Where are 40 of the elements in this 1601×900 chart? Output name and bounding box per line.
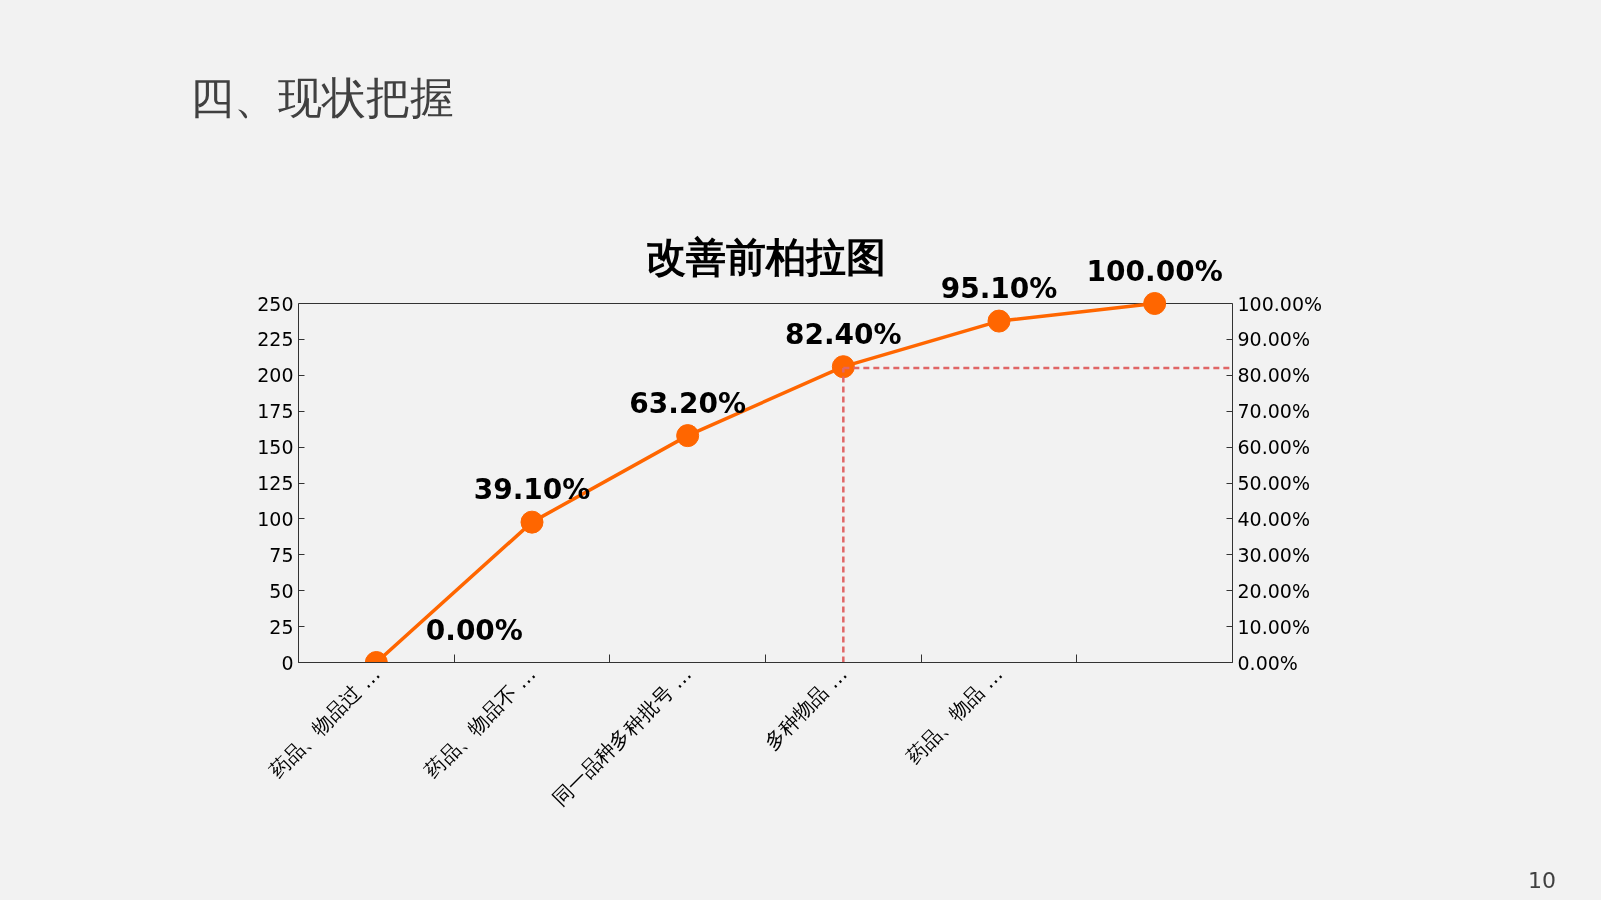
- data-label: 82.40%: [785, 317, 902, 351]
- data-label: 100.00%: [1086, 254, 1223, 288]
- y2-tick-label: 40.00%: [1237, 507, 1310, 530]
- y-tick-label: 25: [269, 615, 294, 638]
- y2-tick-label: 20.00%: [1237, 579, 1310, 602]
- x-tick-label: 同一品种多种批号 …: [547, 662, 697, 811]
- y-tick-label: 200: [257, 364, 294, 387]
- y-tick-label: 150: [257, 436, 294, 459]
- y2-tick-label: 30.00%: [1237, 543, 1310, 566]
- y-tick-label: 50: [269, 579, 294, 602]
- y-tick-label: 100: [257, 507, 294, 530]
- y-tick-label: 225: [257, 328, 294, 351]
- x-tick-label: 药品、物品不 …: [420, 662, 541, 783]
- y2-tick-label: 50.00%: [1237, 472, 1310, 494]
- y-tick-label: 0: [281, 651, 294, 674]
- y-tick-label: 250: [257, 292, 294, 315]
- y2-tick-label: 100.00%: [1237, 292, 1323, 315]
- x-tick-label: 药品、物品 …: [901, 662, 1008, 769]
- data-label: 63.20%: [629, 386, 746, 420]
- y2-tick-label: 60.00%: [1237, 436, 1310, 459]
- y-tick-label: 175: [257, 400, 294, 423]
- data-label: 0.00%: [425, 613, 523, 647]
- chart-title: 改善前柏拉图: [645, 233, 886, 280]
- y-tick-label: 75: [269, 543, 294, 566]
- point: [987, 309, 1011, 333]
- text: 四、现状把握: [190, 71, 454, 125]
- x-tick-label: 多种物品 …: [759, 662, 852, 755]
- y2-tick-label: 10.00%: [1237, 615, 1310, 638]
- y2-tick-label: 90.00%: [1237, 328, 1310, 351]
- text: 10: [1528, 867, 1556, 895]
- y-tick-label: 125: [257, 472, 294, 494]
- point: [1143, 292, 1167, 315]
- data-label: 39.10%: [473, 473, 591, 507]
- y2-tick-label: 70.00%: [1237, 400, 1310, 423]
- y2-tick-label: 80.00%: [1237, 364, 1310, 387]
- point: [831, 355, 855, 379]
- point: [520, 510, 544, 534]
- point: [676, 424, 700, 448]
- y2-tick-label: 0.00%: [1237, 651, 1298, 674]
- data-label: 95.10%: [940, 272, 1058, 306]
